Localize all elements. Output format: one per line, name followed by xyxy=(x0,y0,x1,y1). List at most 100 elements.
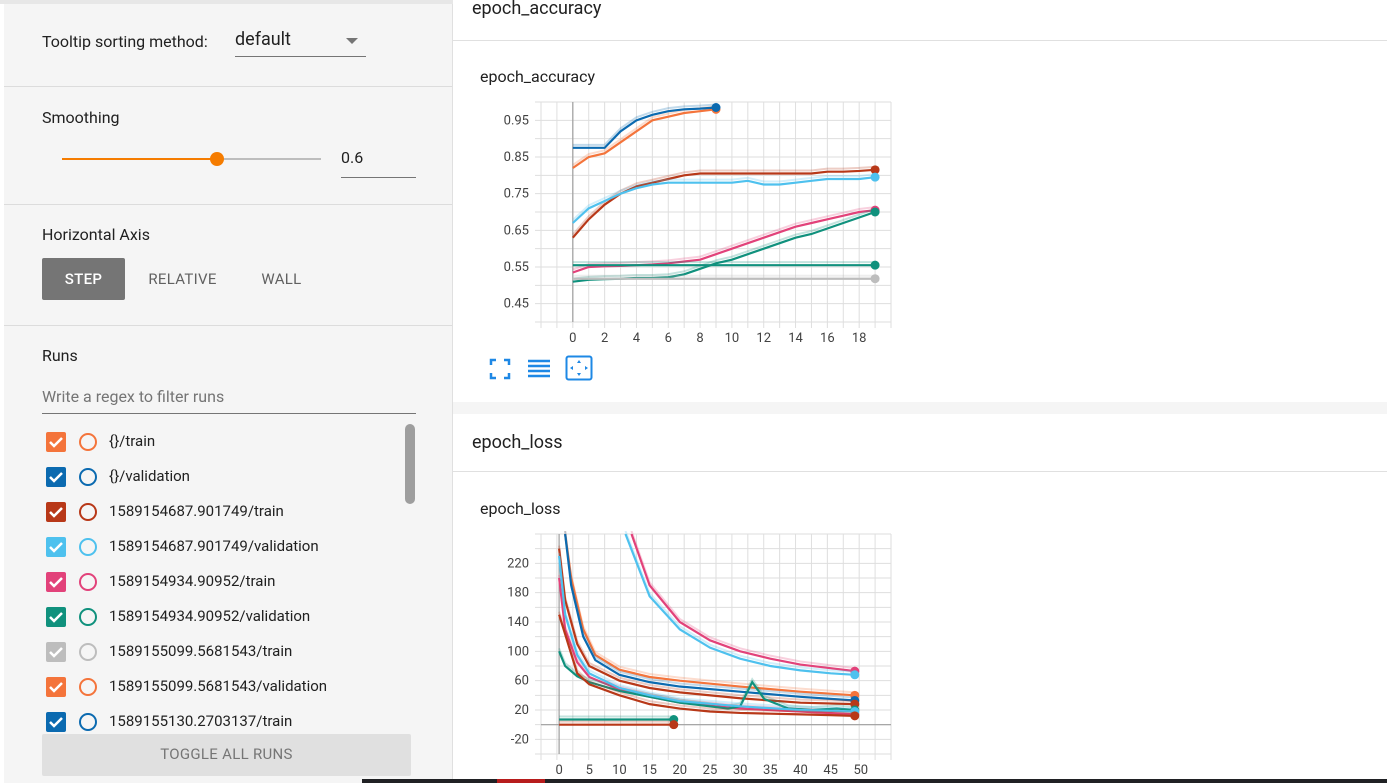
x-tick-label: 25 xyxy=(703,763,718,778)
run-color-ring[interactable] xyxy=(79,608,97,626)
run-color-ring[interactable] xyxy=(79,713,97,731)
run-item[interactable]: 1589154934.90952/validation xyxy=(42,599,402,634)
run-item[interactable]: 1589154687.901749/validation xyxy=(42,529,402,564)
runs-label: Runs xyxy=(42,346,78,365)
run-name: {}/validation xyxy=(109,467,190,485)
smoothing-slider[interactable] xyxy=(62,152,321,166)
fullscreen-icon[interactable] xyxy=(489,358,511,380)
check-icon xyxy=(49,612,63,623)
runs-scrollbar[interactable] xyxy=(405,424,415,504)
run-item[interactable]: {}/train xyxy=(42,424,402,459)
run-item[interactable]: 1589154687.901749/train xyxy=(42,494,402,529)
series-line xyxy=(564,534,855,697)
toggle-all-runs-button[interactable]: TOGGLE ALL RUNS xyxy=(42,734,411,776)
runs-filter-input[interactable]: Write a regex to filter runs xyxy=(42,385,416,414)
run-item[interactable]: 1589155130.2703137/train xyxy=(42,704,402,734)
series-end-marker xyxy=(870,274,880,284)
series-end-marker xyxy=(870,165,880,175)
x-tick-label: 4 xyxy=(633,331,641,344)
run-checkbox[interactable] xyxy=(46,502,66,522)
run-color-ring[interactable] xyxy=(79,433,97,451)
run-name: 1589154934.90952/validation xyxy=(109,607,311,625)
x-tick-label: 10 xyxy=(725,331,740,344)
run-color-ring[interactable] xyxy=(79,503,97,521)
series-line xyxy=(624,534,855,676)
run-checkbox[interactable] xyxy=(46,642,66,662)
run-checkbox[interactable] xyxy=(46,712,66,732)
x-tick-label: 40 xyxy=(793,763,808,778)
run-name: 1589155130.2703137/train xyxy=(109,712,293,730)
run-checkbox[interactable] xyxy=(46,677,66,697)
y-tick-label: -20 xyxy=(511,732,529,747)
accuracy-grid xyxy=(535,101,892,328)
x-tick-label: 14 xyxy=(788,331,803,344)
run-item[interactable]: 1589154934.90952/train xyxy=(42,564,402,599)
run-color-ring[interactable] xyxy=(79,468,97,486)
run-item[interactable]: 1589155099.5681543/train xyxy=(42,634,402,669)
tooltip-sorting-dropdown[interactable]: default xyxy=(235,27,366,57)
run-checkbox[interactable] xyxy=(46,607,66,627)
axis-step-button[interactable]: STEP xyxy=(42,258,125,300)
run-checkbox[interactable] xyxy=(46,572,66,592)
loss-chart[interactable]: 0 5 10 15 20 25 30 35 40 45 50 -20 20 60 100 140 180 220 xyxy=(453,524,903,784)
accuracy-card-title: epoch_accuracy xyxy=(480,67,596,86)
run-item[interactable]: {}/validation xyxy=(42,459,402,494)
y-tick-label: 0.45 xyxy=(504,297,529,312)
horizontal-axis-label: Horizontal Axis xyxy=(42,225,150,244)
run-name: {}/train xyxy=(109,432,156,450)
series-end-marker xyxy=(870,260,880,270)
main-panel: epoch_accuracy epoch_accuracy 0 2 4 6 8 10 12 1… xyxy=(453,0,1387,784)
y-tick-label: 220 xyxy=(507,556,529,571)
run-checkbox[interactable] xyxy=(46,537,66,557)
series-raw-line xyxy=(624,531,855,673)
check-icon xyxy=(49,577,63,588)
run-name: 1589155099.5681543/train xyxy=(109,642,293,660)
loss-series-group xyxy=(558,531,860,730)
smoothing-slider-thumb[interactable] xyxy=(210,152,225,166)
series-line xyxy=(630,534,855,673)
accuracy-chart[interactable]: 0 2 4 6 8 10 12 14 16 18 0.45 0.55 0.65 0.75 0.85 0.95 xyxy=(453,84,903,344)
run-color-ring[interactable] xyxy=(79,678,97,696)
series-line xyxy=(572,210,876,283)
x-tick-label: 45 xyxy=(823,763,838,778)
check-icon xyxy=(49,717,63,728)
accuracy-section-title: epoch_accuracy xyxy=(472,0,602,19)
series-line xyxy=(564,534,855,702)
accuracy-section-header[interactable]: epoch_accuracy xyxy=(453,0,1387,41)
run-color-ring[interactable] xyxy=(79,573,97,591)
run-checkbox[interactable] xyxy=(46,467,66,487)
x-tick-label: 30 xyxy=(733,763,748,778)
loss-section-title: epoch_loss xyxy=(472,432,563,453)
axis-wall-button[interactable]: WALL xyxy=(261,270,302,288)
series-end-marker xyxy=(711,103,721,112)
run-color-ring[interactable] xyxy=(79,538,97,556)
series-raw-line xyxy=(572,173,876,221)
smoothing-section: Smoothing xyxy=(4,87,452,205)
y-tick-label: 0.65 xyxy=(504,223,529,238)
tooltip-sorting-value: default xyxy=(235,29,291,50)
loss-section-header[interactable]: epoch_loss xyxy=(453,414,1387,472)
x-tick-label: 6 xyxy=(665,331,672,344)
check-icon xyxy=(49,472,63,483)
run-color-ring[interactable] xyxy=(79,643,97,661)
y-tick-label: 0.85 xyxy=(504,150,529,165)
check-icon xyxy=(49,682,63,693)
y-tick-label: 0.95 xyxy=(504,113,529,128)
data-table-icon[interactable] xyxy=(527,358,551,380)
series-line xyxy=(558,614,855,717)
series-raw-line xyxy=(630,531,855,670)
run-checkbox[interactable] xyxy=(46,432,66,452)
tooltip-sorting-label: Tooltip sorting method: xyxy=(42,32,208,51)
run-item[interactable]: 1589155099.5681543/validation xyxy=(42,669,402,704)
y-tick-label: 100 xyxy=(507,644,529,659)
fit-domain-icon[interactable] xyxy=(565,355,593,381)
x-tick-label: 0 xyxy=(569,331,576,344)
smoothing-label: Smoothing xyxy=(42,108,120,127)
series-end-marker xyxy=(870,207,880,217)
x-tick-label: 10 xyxy=(612,763,627,778)
smoothing-value-input[interactable]: 0.6 xyxy=(341,146,416,178)
run-name: 1589155099.5681543/validation xyxy=(109,677,328,695)
axis-relative-button[interactable]: RELATIVE xyxy=(148,270,217,288)
loss-grid xyxy=(535,533,892,760)
series-line xyxy=(572,106,717,149)
